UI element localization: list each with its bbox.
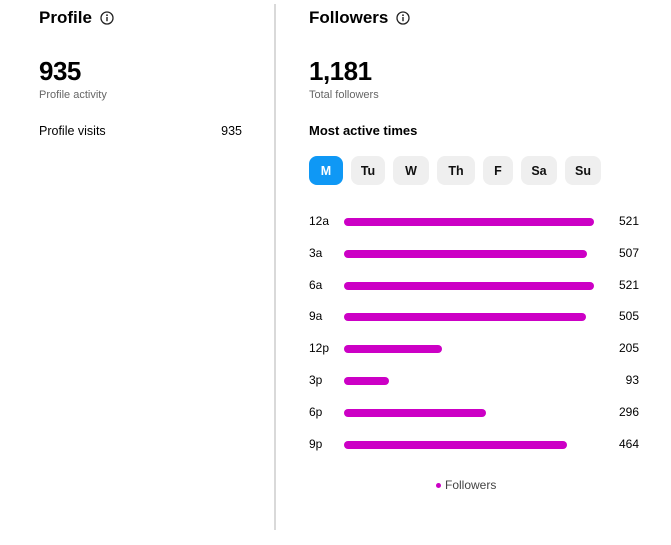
bar-category-label: 12a — [309, 214, 330, 228]
bar[interactable] — [344, 377, 389, 385]
profile-visits-label: Profile visits — [39, 124, 106, 138]
day-tab-th[interactable]: Th — [437, 156, 475, 185]
day-tab-sa[interactable]: Sa — [521, 156, 557, 185]
followers-title: Followers — [309, 8, 411, 28]
followers-panel: Followers 1,181 Total followers Most act… — [309, 0, 649, 545]
bar-track — [344, 249, 594, 258]
bar-row: 3p 93 — [309, 372, 639, 390]
profile-title: Profile — [39, 8, 114, 28]
bar-value-label: 93 — [625, 373, 639, 387]
bar[interactable] — [344, 281, 594, 290]
bar-category-label: 9p — [309, 436, 323, 451]
bar-category-label: 9a — [309, 309, 323, 324]
bar-category-label: 12p — [309, 341, 330, 356]
bar-row: 6a 521 — [309, 277, 639, 295]
profile-visits-value: 935 — [221, 124, 242, 138]
divider — [274, 4, 276, 530]
bar-value-label: 205 — [618, 341, 639, 356]
bar-category-label: 3a — [309, 245, 323, 260]
bar-category-label: 6a — [309, 277, 323, 292]
bar-value-label: 505 — [618, 309, 639, 324]
info-icon[interactable] — [100, 11, 114, 25]
day-tabs: M Tu W Th F Sa Su — [309, 156, 609, 185]
bar-category-label: 6p — [309, 404, 323, 419]
bar-row: 9a 505 — [309, 308, 639, 326]
bar-row: 12a 521 — [309, 213, 639, 231]
total-followers-value: 1,181 — [309, 56, 372, 86]
bar-row: 3a 507 — [309, 245, 639, 263]
bar-value-label: 507 — [618, 245, 639, 260]
most-active-times-title: Most active times — [309, 123, 418, 138]
chart-legend: Followers — [436, 478, 496, 492]
day-tab-f[interactable]: F — [483, 156, 513, 185]
bar-value-label: 521 — [618, 214, 639, 228]
bar-value-label: 521 — [618, 277, 639, 292]
legend-label: Followers — [445, 478, 497, 492]
info-icon[interactable] — [396, 11, 411, 25]
bar-row: 12p 205 — [309, 340, 639, 358]
bar[interactable] — [344, 218, 594, 226]
bar-value-label: 296 — [618, 404, 639, 419]
profile-visits-row: Profile visits 935 — [39, 124, 242, 138]
profile-activity-label: Profile activity — [39, 89, 107, 101]
bar[interactable] — [344, 408, 487, 417]
bar-track — [344, 313, 594, 322]
bar-track — [344, 440, 594, 449]
day-tab-tu[interactable]: Tu — [351, 156, 385, 185]
bar[interactable] — [344, 249, 588, 258]
bar-track — [344, 281, 594, 290]
total-followers-label: Total followers — [309, 89, 379, 101]
bar[interactable] — [344, 313, 587, 322]
bar-track — [344, 377, 594, 385]
bar[interactable] — [344, 345, 443, 354]
bar-track — [344, 408, 594, 417]
bar[interactable] — [344, 440, 567, 449]
bar-track — [344, 345, 594, 354]
profile-activity-value: 935 — [39, 56, 81, 86]
day-tab-su[interactable]: Su — [565, 156, 601, 185]
bar-row: 6p 296 — [309, 404, 639, 422]
day-tab-w[interactable]: W — [393, 156, 429, 185]
bar-value-label: 464 — [618, 436, 639, 451]
bar-track — [344, 218, 594, 226]
bar-row: 9p 464 — [309, 436, 639, 454]
profile-panel: Profile 935 Profile activity Profile vis… — [39, 0, 249, 545]
legend-dot-icon — [436, 482, 441, 488]
day-tab-m[interactable]: M — [309, 156, 343, 185]
bar-category-label: 3p — [309, 373, 323, 387]
